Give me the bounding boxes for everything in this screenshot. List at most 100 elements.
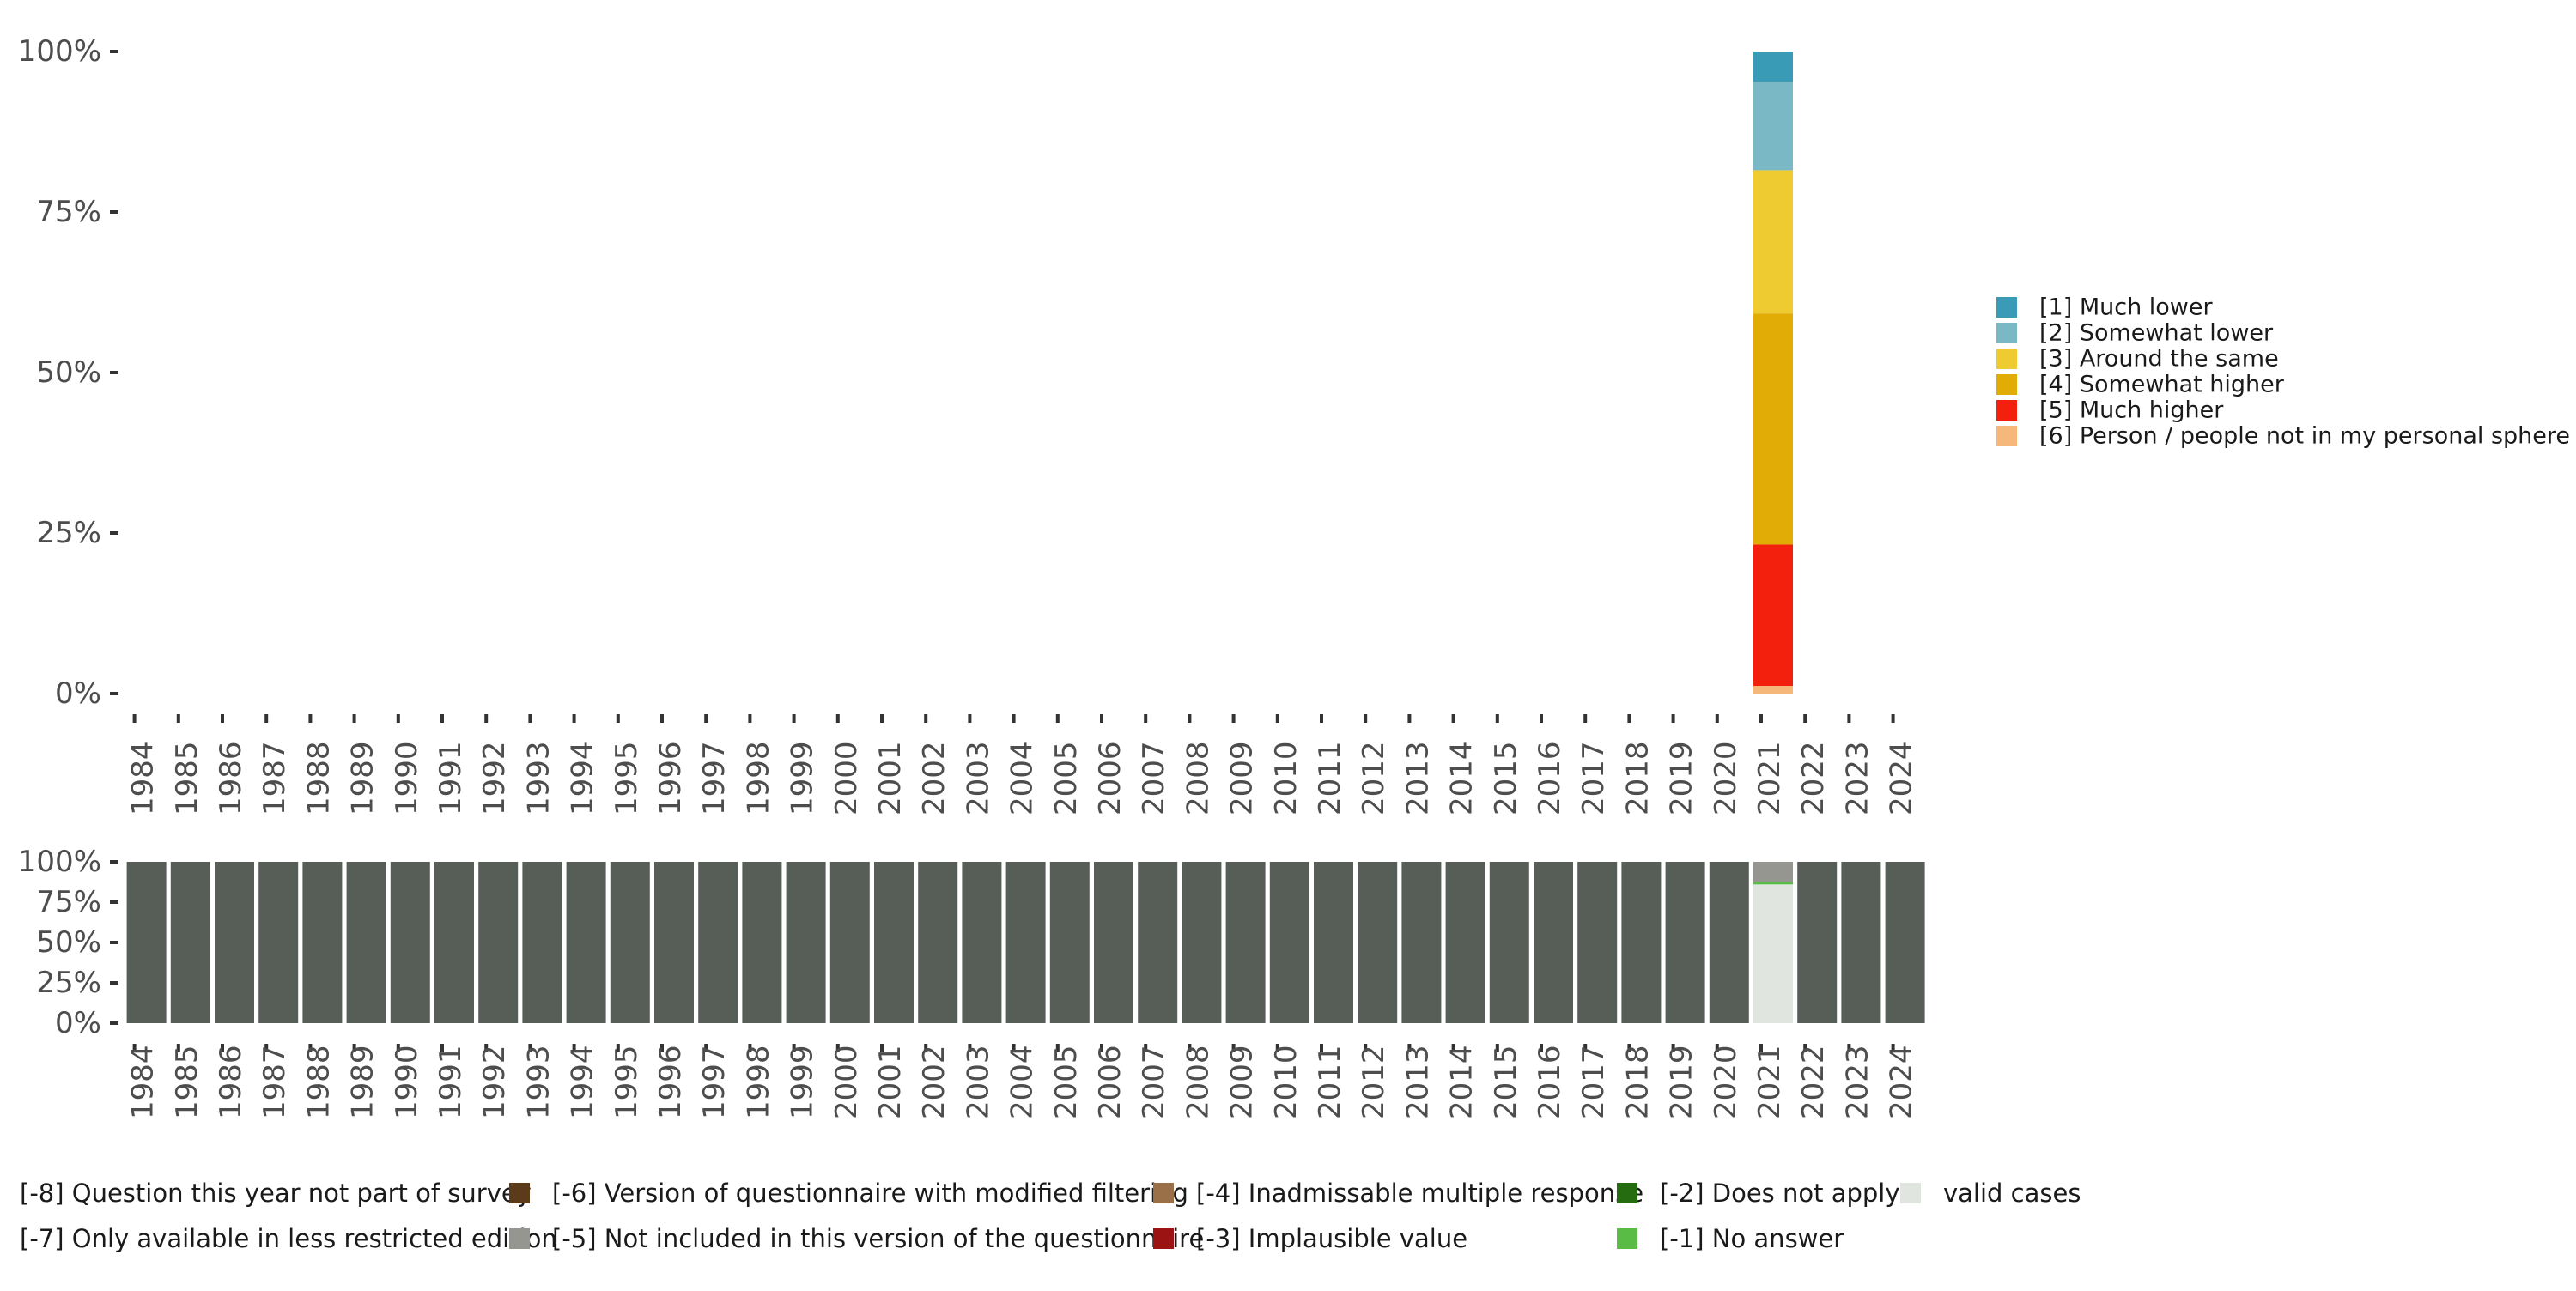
bottom-xtick-label-2007: 2007 — [1137, 1045, 1171, 1119]
top-xtick-label-2020: 2020 — [1709, 741, 1743, 815]
top-legend-swatch-3-around-the-same — [1996, 349, 2017, 369]
bottom-xtick-label-2011: 2011 — [1313, 1045, 1347, 1119]
bottom-legend-swatch-2-does-not-apply — [1617, 1183, 1637, 1203]
bottom-bar-2004-8-question-this-year-not-part-of-survey — [1005, 862, 1046, 1023]
bottom-ytick-label-2: 50% — [36, 925, 101, 960]
bottom-legend-label-1-no-answer: [-1] No answer — [1660, 1224, 1844, 1253]
bottom-bar-1997-8-question-this-year-not-part-of-survey — [698, 862, 738, 1023]
bottom-xtick-label-2018: 2018 — [1620, 1045, 1655, 1119]
bottom-xtick-label-2014: 2014 — [1445, 1045, 1479, 1119]
top-legend-swatch-5-much-higher — [1996, 400, 2017, 421]
top-xtick-label-1992: 1992 — [477, 741, 512, 815]
bottom-legend-label-6-version-of-questionnaire-with-modified-filtering: [-6] Version of questionnaire with modif… — [552, 1179, 1188, 1208]
bottom-xtick-label-2020: 2020 — [1709, 1045, 1743, 1119]
bottom-legend-swatch-valid-cases — [1900, 1183, 1921, 1203]
top-legend-label-1-much-lower: [1] Much lower — [2039, 294, 2213, 321]
bottom-bar-2002-8-question-this-year-not-part-of-survey — [918, 862, 958, 1023]
top-xtick-label-1994: 1994 — [566, 741, 600, 815]
bottom-xtick-label-1997: 1997 — [697, 1045, 732, 1119]
bottom-xtick-label-2002: 2002 — [917, 1045, 951, 1119]
top-xtick-label-1993: 1993 — [521, 741, 556, 815]
bottom-xtick-label-2019: 2019 — [1665, 1045, 1699, 1119]
top-xtick-label-1989: 1989 — [346, 741, 380, 815]
top-ytick-label-4: 100% — [18, 34, 101, 69]
bottom-bar-1985-8-question-this-year-not-part-of-survey — [170, 862, 210, 1023]
bottom-bar-1986-8-question-this-year-not-part-of-survey — [215, 862, 254, 1023]
top-bar-2021-4-somewhat-higher — [1753, 313, 1793, 545]
bottom-xtick-label-2003: 2003 — [961, 1045, 995, 1119]
bottom-xtick-label-1993: 1993 — [521, 1045, 556, 1119]
bottom-xtick-label-1996: 1996 — [653, 1045, 688, 1119]
top-legend-swatch-2-somewhat-lower — [1996, 323, 2017, 343]
top-legend: [1] Much lower[2] Somewhat lower[3] Arou… — [1996, 294, 2570, 450]
top-xtick-label-1985: 1985 — [170, 741, 204, 815]
bottom-bar-1995-8-question-this-year-not-part-of-survey — [610, 862, 650, 1023]
bottom-legend-swatch-1-no-answer — [1617, 1228, 1637, 1249]
top-legend-label-2-somewhat-lower: [2] Somewhat lower — [2039, 320, 2274, 347]
bottom-bar-2000-8-question-this-year-not-part-of-survey — [829, 862, 870, 1023]
bottom-bar-2023-8-question-this-year-not-part-of-survey — [1841, 862, 1881, 1023]
top-xtick-label-1984: 1984 — [126, 741, 161, 815]
bottom-bar-1990-8-question-this-year-not-part-of-survey — [390, 862, 430, 1023]
top-xtick-label-2024: 2024 — [1885, 741, 1919, 815]
bottom-xtick-label-2022: 2022 — [1796, 1045, 1831, 1119]
bottom-bar-1989-8-question-this-year-not-part-of-survey — [346, 862, 386, 1023]
bottom-xtick-label-2016: 2016 — [1533, 1045, 1567, 1119]
bottom-xtick-label-1986: 1986 — [214, 1045, 248, 1119]
bottom-bar-2024-8-question-this-year-not-part-of-survey — [1885, 862, 1925, 1023]
bottom-xtick-label-1985: 1985 — [170, 1045, 204, 1119]
top-xtick-label-2017: 2017 — [1577, 741, 1611, 815]
bottom-bar-2012-8-question-this-year-not-part-of-survey — [1358, 862, 1398, 1023]
bottom-bar-2016-8-question-this-year-not-part-of-survey — [1534, 862, 1573, 1023]
top-legend-label-4-somewhat-higher: [4] Somewhat higher — [2039, 372, 2285, 398]
top-bar-2021-1-much-lower — [1753, 52, 1793, 82]
bottom-legend-label-7-only-available-in-less-restricted-edition: [-7] Only available in less restricted e… — [20, 1224, 557, 1253]
top-xtick-label-1987: 1987 — [258, 741, 292, 815]
bottom-bar-2006-8-question-this-year-not-part-of-survey — [1094, 862, 1133, 1023]
bottom-xtick-label-1991: 1991 — [434, 1045, 468, 1119]
top-xtick-label-2011: 2011 — [1313, 741, 1347, 815]
bottom-bar-2009-8-question-this-year-not-part-of-survey — [1225, 862, 1266, 1023]
bottom-bar-1991-8-question-this-year-not-part-of-survey — [434, 862, 474, 1023]
bottom-bar-2003-8-question-this-year-not-part-of-survey — [962, 862, 1002, 1023]
bottom-ytick-label-1: 25% — [36, 966, 101, 1000]
bottom-legend-swatch-4-inadmissable-multiple-response — [1153, 1183, 1174, 1203]
bottom-bar-2018-8-question-this-year-not-part-of-survey — [1621, 862, 1662, 1023]
bottom-xtick-label-2023: 2023 — [1840, 1045, 1874, 1119]
bottom-legend-swatch-6-version-of-questionnaire-with-modified-filtering — [509, 1183, 530, 1203]
bottom-xtick-label-2017: 2017 — [1577, 1045, 1611, 1119]
bottom-bar-2007-8-question-this-year-not-part-of-survey — [1138, 862, 1178, 1023]
top-bar-2021-3-around-the-same — [1753, 170, 1793, 314]
bottom-xtick-label-1995: 1995 — [610, 1045, 644, 1119]
top-xtick-label-2010: 2010 — [1269, 741, 1303, 815]
top-xtick-label-2008: 2008 — [1181, 741, 1215, 815]
bottom-xtick-label-1984: 1984 — [126, 1045, 161, 1119]
top-xtick-label-1996: 1996 — [653, 741, 688, 815]
bottom-legend-label-2-does-not-apply: [-2] Does not apply — [1660, 1179, 1900, 1208]
bottom-legend-label-4-inadmissable-multiple-response: [-4] Inadmissable multiple response — [1196, 1179, 1643, 1208]
bottom-xtick-label-2004: 2004 — [1005, 1045, 1040, 1119]
bottom-xtick-label-1998: 1998 — [741, 1045, 775, 1119]
top-ytick-label-2: 50% — [36, 355, 101, 390]
bottom-bar-2014-8-question-this-year-not-part-of-survey — [1445, 862, 1485, 1023]
bottom-bar-1988-8-question-this-year-not-part-of-survey — [302, 862, 343, 1023]
top-xtick-label-1998: 1998 — [741, 741, 775, 815]
top-xtick-label-2015: 2015 — [1489, 741, 1523, 815]
top-legend-swatch-6-person-people-not-in-my-personal-sphere — [1996, 426, 2017, 446]
bottom-bar-1996-8-question-this-year-not-part-of-survey — [654, 862, 694, 1023]
bottom-xtick-label-2021: 2021 — [1753, 1045, 1787, 1119]
top-xtick-label-2001: 2001 — [873, 741, 908, 815]
bottom-legend-swatch-5-not-included-in-this-version-of-the-questionnaire — [509, 1228, 530, 1249]
bottom-xtick-label-2012: 2012 — [1357, 1045, 1391, 1119]
bottom-bar-1999-8-question-this-year-not-part-of-survey — [786, 862, 826, 1023]
bottom-xtick-label-1990: 1990 — [390, 1045, 424, 1119]
top-bar-2021-6-person-people-not-in-my-personal-sphere — [1753, 686, 1793, 694]
bottom-xtick-label-1999: 1999 — [786, 1045, 820, 1119]
bottom-legend-label-valid-cases: valid cases — [1943, 1179, 2081, 1208]
top-legend-label-6-person-people-not-in-my-personal-sphere: [6] Person / people not in my personal s… — [2039, 423, 2570, 450]
top-legend-swatch-4-somewhat-higher — [1996, 374, 2017, 395]
top-xtick-label-2012: 2012 — [1357, 741, 1391, 815]
bottom-bar-1993-8-question-this-year-not-part-of-survey — [522, 862, 562, 1023]
top-xtick-label-1990: 1990 — [390, 741, 424, 815]
